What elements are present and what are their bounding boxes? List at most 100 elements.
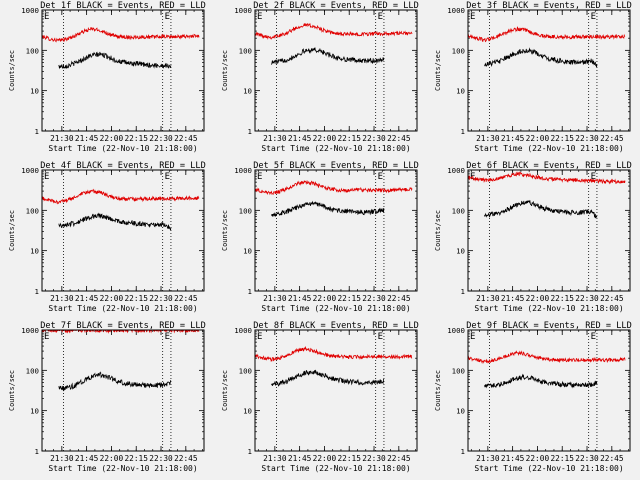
events-series-line <box>271 369 385 387</box>
x-tick-label: 22:15 <box>124 294 148 303</box>
x-axis-label: Start Time (22-Nov-10 21:18:00) <box>474 304 623 313</box>
time-marker-label: E <box>378 172 383 182</box>
chart-panel-7: Det 7f BLACK = Events, RED = LLD Counts/s… <box>8 321 206 473</box>
x-tick-label: 21:45 <box>501 294 525 303</box>
plot-frame <box>254 329 418 452</box>
x-tick-label: 21:45 <box>75 294 99 303</box>
y-tick-label: 1000 <box>21 6 39 15</box>
x-tick-label: 22:45 <box>387 454 411 463</box>
x-axis-label: Start Time (22-Nov-10 21:18:00) <box>474 464 623 473</box>
chart-panel-2: Det 2f BLACK = Events, RED = LLD Counts/s… <box>221 1 419 153</box>
chart-title: Det 4f BLACK = Events, RED = LLD <box>40 161 206 171</box>
y-tick-label: 10 <box>243 87 252 96</box>
x-tick-label: 22:30 <box>149 134 173 143</box>
x-axis-label: Start Time (22-Nov-10 21:18:00) <box>48 464 197 473</box>
x-tick-label: 22:45 <box>600 134 624 143</box>
x-tick-label: 22:30 <box>575 294 599 303</box>
y-axis-label: Counts/sec <box>434 370 442 411</box>
time-marker-label: E <box>44 172 49 182</box>
y-tick-label: 10 <box>30 87 39 96</box>
chart-panel-3: Det 3f BLACK = Events, RED = LLD Counts/s… <box>434 1 632 153</box>
y-tick-label: 100 <box>452 46 465 55</box>
lld-series-line <box>42 188 200 205</box>
lld-series-line <box>42 26 200 43</box>
x-tick-label: 22:30 <box>575 134 599 143</box>
y-tick-label: 100 <box>452 366 465 375</box>
x-tick-label: 22:30 <box>362 454 386 463</box>
x-tick-label: 22:00 <box>100 294 124 303</box>
y-axis-label: Counts/sec <box>8 210 16 251</box>
x-tick-label: 21:30 <box>263 134 287 143</box>
x-tick-label: 21:45 <box>501 454 525 463</box>
x-tick-label: 22:30 <box>362 134 386 143</box>
chart-title: Det 6f BLACK = Events, RED = LLD <box>466 161 632 171</box>
lld-series-line <box>468 350 626 365</box>
y-tick-label: 100 <box>26 206 39 215</box>
y-tick-label: 1000 <box>234 6 252 15</box>
x-axis-label: Start Time (22-Nov-10 21:18:00) <box>48 304 197 313</box>
x-tick-label: 22:00 <box>313 134 337 143</box>
y-axis-label: Counts/sec <box>434 50 442 91</box>
x-tick-label: 21:45 <box>501 134 525 143</box>
time-marker-label: E <box>470 12 475 22</box>
x-tick-label: 22:30 <box>149 294 173 303</box>
x-tick-label: 21:45 <box>75 454 99 463</box>
x-tick-label: 22:45 <box>174 294 198 303</box>
y-tick-label: 1000 <box>234 166 252 175</box>
time-marker-label: E <box>591 172 596 182</box>
y-tick-label: 1 <box>248 287 252 296</box>
lld-series-line <box>255 345 413 363</box>
y-tick-label: 10 <box>243 247 252 256</box>
x-tick-label: 22:00 <box>313 294 337 303</box>
y-tick-label: 1000 <box>447 6 465 15</box>
y-tick-label: 1 <box>461 287 465 296</box>
x-tick-label: 22:00 <box>313 454 337 463</box>
time-marker-label: E <box>165 172 170 182</box>
y-tick-label: 100 <box>239 366 252 375</box>
x-tick-label: 22:00 <box>526 454 550 463</box>
y-tick-label: 1000 <box>234 326 252 335</box>
y-tick-label: 100 <box>26 46 39 55</box>
x-tick-label: 22:45 <box>174 134 198 143</box>
x-tick-label: 22:15 <box>124 134 148 143</box>
plot-frame <box>254 9 418 132</box>
time-marker-label: E <box>378 12 383 22</box>
x-tick-label: 21:30 <box>476 294 500 303</box>
lld-series-line <box>255 23 413 40</box>
chart-panel-1: Det 1f BLACK = Events, RED = LLD Counts/s… <box>8 1 206 153</box>
y-axis-label: Counts/sec <box>8 370 16 411</box>
plot-frame <box>41 169 205 292</box>
x-tick-label: 22:30 <box>362 294 386 303</box>
events-series-line <box>271 200 385 217</box>
y-tick-label: 1 <box>461 447 465 456</box>
y-tick-label: 100 <box>452 206 465 215</box>
x-tick-label: 21:45 <box>288 454 312 463</box>
x-tick-label: 22:15 <box>337 134 361 143</box>
y-axis-label: Counts/sec <box>221 210 229 251</box>
events-series-line <box>271 47 385 65</box>
y-tick-label: 1 <box>461 127 465 136</box>
chart-panel-6: Det 6f BLACK = Events, RED = LLD Counts/s… <box>434 161 632 313</box>
y-axis-label: Counts/sec <box>434 210 442 251</box>
x-tick-label: 22:00 <box>526 294 550 303</box>
x-tick-label: 22:15 <box>550 454 574 463</box>
y-tick-label: 10 <box>456 407 465 416</box>
chart-panel-9: Det 9f BLACK = Events, RED = LLD Counts/s… <box>434 321 632 473</box>
y-tick-label: 1 <box>248 127 252 136</box>
time-marker-label: E <box>257 172 262 182</box>
y-tick-label: 10 <box>30 247 39 256</box>
x-tick-label: 22:45 <box>387 134 411 143</box>
y-axis-label: Counts/sec <box>221 50 229 91</box>
time-marker-label: E <box>165 332 170 342</box>
y-tick-label: 1000 <box>447 166 465 175</box>
events-series-line <box>58 212 172 231</box>
x-tick-label: 22:45 <box>174 454 198 463</box>
events-series-line <box>484 47 598 68</box>
y-axis-label: Counts/sec <box>221 370 229 411</box>
chart-panel-4: Det 4f BLACK = Events, RED = LLD Counts/s… <box>8 161 206 313</box>
y-tick-label: 10 <box>456 247 465 256</box>
events-series-line <box>484 199 598 219</box>
y-tick-label: 1 <box>35 127 39 136</box>
